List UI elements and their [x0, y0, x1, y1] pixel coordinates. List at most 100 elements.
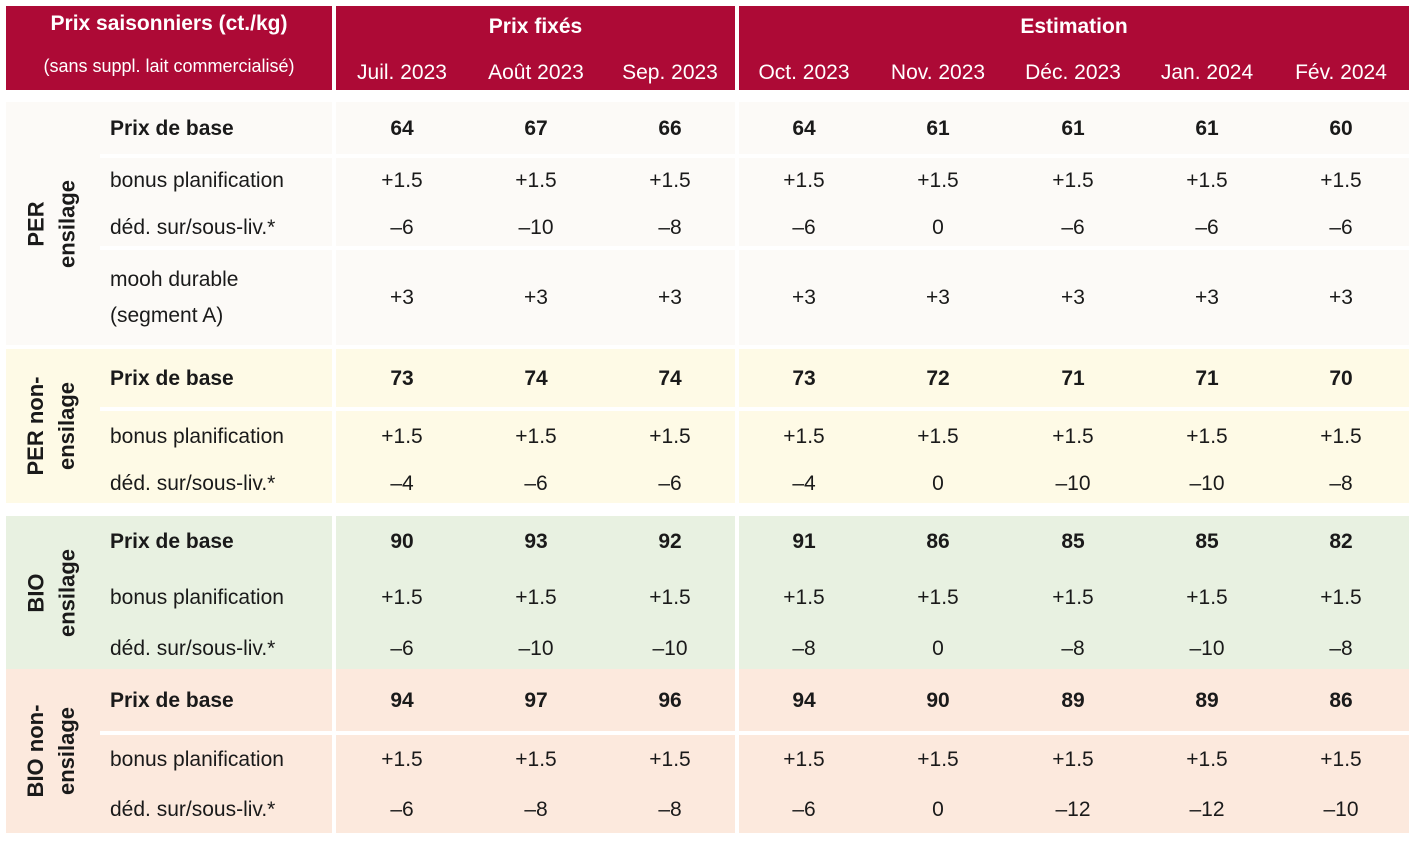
table-cell: 61	[926, 117, 950, 140]
table-cell: 70	[1329, 367, 1353, 390]
row-label-base-price: Prix de base	[110, 117, 234, 140]
group-label-line1: PER	[23, 200, 48, 247]
table-cell: –8	[1329, 636, 1353, 660]
row-label: bonus planification	[110, 586, 284, 609]
month-header: Fév. 2024	[1295, 61, 1387, 84]
table-cell: 72	[926, 367, 950, 390]
group-label-line1: BIO non-	[23, 704, 48, 798]
table-cell: 0	[932, 798, 944, 821]
table-cell: +1.5	[917, 586, 959, 609]
table-cell: +1.5	[917, 425, 959, 448]
column-divider	[735, 349, 739, 503]
table-cell: 71	[1061, 367, 1085, 390]
table-cell: 61	[1061, 117, 1085, 140]
table-cell: 66	[658, 117, 682, 140]
row-label: déd. sur/sous-liv.*	[110, 636, 276, 660]
group-section	[6, 102, 1409, 345]
table-cell: 74	[524, 367, 548, 390]
table-cell: 86	[926, 530, 950, 553]
table-cell: –6	[792, 216, 816, 239]
table-cell: –6	[1195, 216, 1219, 239]
column-divider	[332, 516, 336, 669]
table-cell: 92	[658, 530, 682, 553]
table-cell: –10	[1323, 798, 1359, 821]
table-cell: –12	[1055, 798, 1091, 821]
table-cell: –4	[390, 472, 414, 495]
table-cell: +3	[792, 285, 816, 309]
group-estimation: Estimation	[1020, 15, 1128, 38]
table-cell: –8	[1329, 472, 1353, 495]
table-cell: –6	[524, 472, 548, 495]
month-header: Déc. 2023	[1025, 61, 1121, 84]
table-subtitle: (sans suppl. lait commercialisé)	[43, 56, 295, 76]
table-cell: 73	[792, 367, 816, 390]
table-cell: 74	[658, 367, 682, 390]
month-header: Oct. 2023	[758, 61, 850, 84]
table-cell: 0	[932, 472, 944, 495]
row-label: déd. sur/sous-liv.*	[110, 472, 276, 495]
row-label: déd. sur/sous-liv.*	[110, 216, 276, 239]
table-cell: 96	[658, 689, 682, 712]
table-cell: 67	[524, 117, 548, 140]
table-cell: 90	[926, 689, 950, 712]
table-cell: –12	[1189, 798, 1225, 821]
table-cell: 89	[1195, 689, 1219, 712]
table-cell: +1.5	[381, 748, 423, 771]
group-label: BIO non-ensilage	[15, 669, 87, 833]
table-cell: +1.5	[515, 748, 557, 771]
table-cell: –10	[518, 216, 554, 239]
table-title: Prix saisonniers (ct./kg)	[50, 12, 288, 35]
table-cell: –6	[658, 472, 682, 495]
table-cell: 94	[792, 689, 816, 712]
row-divider	[100, 407, 1409, 411]
row-label-base-price: Prix de base	[110, 530, 234, 553]
table-cell: 90	[390, 530, 414, 553]
table-cell: +1.5	[783, 586, 825, 609]
table-cell: –8	[524, 798, 548, 821]
table-cell: 61	[1195, 117, 1219, 140]
column-divider	[735, 669, 739, 833]
table-cell: +3	[1195, 285, 1219, 309]
table-cell: 82	[1329, 530, 1353, 553]
row-label-line2: (segment A)	[110, 303, 224, 327]
table-cell: +1.5	[917, 169, 959, 192]
table-cell: –8	[1061, 636, 1085, 660]
table-cell: +1.5	[1320, 748, 1362, 771]
table-cell: 64	[792, 117, 816, 140]
table-cell: +3	[658, 285, 682, 309]
table-header	[6, 6, 1409, 90]
table-cell: 85	[1061, 530, 1085, 553]
group-label-line2: ensilage	[54, 548, 79, 637]
table-cell: 0	[932, 216, 944, 239]
table-cell: –6	[390, 216, 414, 239]
table-cell: +1.5	[649, 586, 691, 609]
row-divider	[100, 731, 1409, 735]
table-cell: –10	[1189, 636, 1225, 660]
group-label-line2: ensilage	[54, 706, 79, 796]
table-cell: –6	[390, 636, 414, 660]
table-cell: –8	[658, 216, 682, 239]
table-cell: +1.5	[783, 425, 825, 448]
table-cell: –6	[1061, 216, 1085, 239]
table-cell: 64	[390, 117, 414, 140]
row-label: bonus planification	[110, 169, 284, 192]
row-divider	[100, 154, 1409, 158]
table-cell: +1.5	[1186, 748, 1228, 771]
month-header: Nov. 2023	[890, 61, 986, 84]
table-cell: +3	[524, 285, 548, 309]
table-cell: +1.5	[381, 425, 423, 448]
row-label: mooh durable (segment A)	[110, 250, 330, 345]
header-divider-1	[332, 6, 336, 90]
table-cell: –4	[792, 472, 816, 495]
row-label-base-price: Prix de base	[110, 367, 234, 390]
table-cell: –10	[1189, 472, 1225, 495]
table-cell: 97	[524, 689, 548, 712]
table-cell: +1.5	[1052, 169, 1094, 192]
column-divider	[332, 349, 336, 503]
group-label: PER non-ensilage	[15, 349, 87, 503]
group-section	[6, 669, 1409, 833]
table-cell: –8	[792, 636, 816, 660]
table-cell: +1.5	[1052, 748, 1094, 771]
table-cell: 86	[1329, 689, 1353, 712]
month-header: Août 2023	[488, 61, 584, 84]
